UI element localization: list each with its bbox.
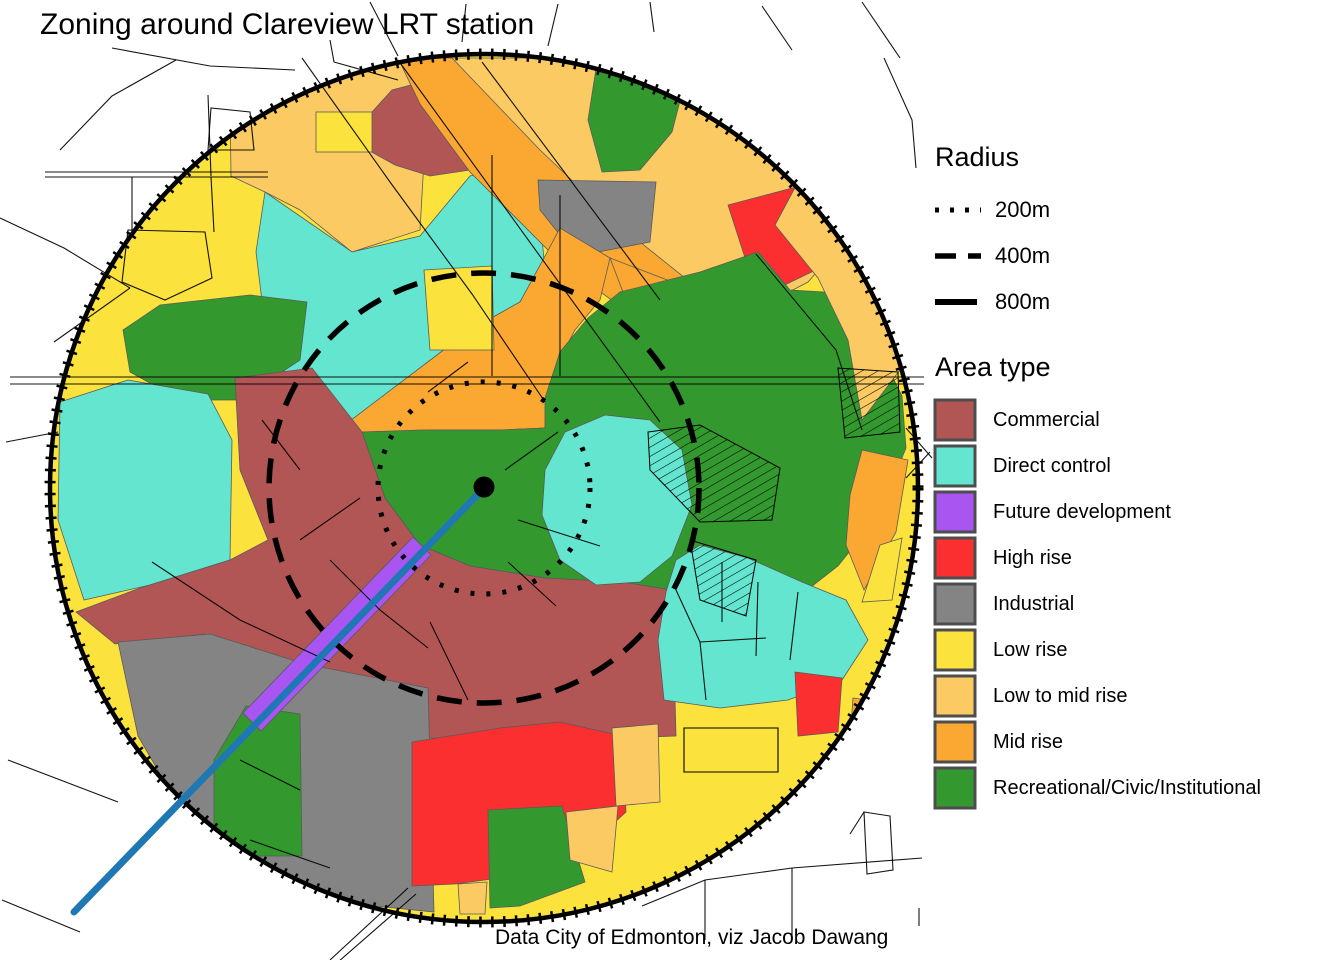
legend-item-low-rise: Low rise: [933, 627, 1343, 673]
radius-label: 200m: [995, 197, 1051, 222]
radius-ring-400m: [266, 270, 702, 706]
parcel-outline: [315, 111, 373, 153]
color-swatch: [933, 398, 977, 442]
zone-polygon: [457, 881, 488, 915]
color-swatch: [933, 720, 977, 764]
radius-legend-item-200m: 200m: [933, 187, 1333, 233]
zone-polygon: [611, 723, 661, 807]
zone-polygon: [423, 265, 495, 351]
dashed-line-icon: [935, 253, 981, 259]
legend-label: Future development: [993, 500, 1171, 523]
legend-label: Low to mid rise: [993, 684, 1128, 707]
legend-label: High rise: [993, 546, 1072, 569]
color-swatch: [933, 766, 977, 810]
color-swatch: [933, 674, 977, 718]
radius-legend-item-400m: 400m: [933, 233, 1333, 279]
zone-polygon: [57, 379, 233, 601]
solid-line-icon: [935, 299, 977, 305]
color-swatch: [933, 536, 977, 580]
radius-legend-item-800m: 800m: [933, 279, 1333, 325]
hatched-area: [689, 539, 757, 617]
lrt-line: [70, 484, 488, 916]
radius-label: 400m: [995, 243, 1051, 268]
legend-label: Industrial: [993, 592, 1075, 615]
page-title: Zoning around Clareview LRT station: [40, 8, 535, 41]
radius-label: 800m: [995, 289, 1051, 314]
legend-label: Low rise: [993, 638, 1068, 661]
zone-polygon: [122, 294, 308, 401]
legend-item-future-development: Future development: [933, 489, 1343, 535]
hatched-area: [837, 367, 901, 439]
data-source-caption: Data City of Edmonton, viz Jacob Dawang: [495, 926, 889, 949]
legend-label: Recreational/Civic/Institutional: [993, 776, 1261, 799]
legend-item-high-rise: High rise: [933, 535, 1343, 581]
zone-polygon: [794, 671, 843, 737]
legend-item-low-to-mid-rise: Low to mid rise: [933, 673, 1343, 719]
area-type-legend: Area type Commercial Direct control Futu…: [933, 352, 1343, 811]
parcel-outline: [683, 727, 779, 773]
radius-rings: [44, 48, 924, 928]
radius-ring-200m: [375, 379, 593, 597]
legend-label: Direct control: [993, 454, 1111, 477]
color-swatch: [933, 582, 977, 626]
color-swatch: [933, 444, 977, 488]
hatched-area: [647, 424, 781, 523]
road-network: [0, 1, 933, 960]
radius-legend-title: Radius: [935, 142, 1020, 172]
color-swatch: [933, 490, 977, 534]
zone-polygon: [487, 805, 586, 909]
zone-polygon: [565, 805, 619, 873]
legend-item-recreational: Recreational/Civic/Institutional: [933, 765, 1343, 811]
legend-item-direct-control: Direct control: [933, 443, 1343, 489]
zone-polygon: [845, 449, 909, 591]
area-type-legend-title: Area type: [935, 352, 1051, 382]
legend-label: Commercial: [993, 408, 1100, 431]
zone-polygon: [861, 537, 903, 603]
legend-item-industrial: Industrial: [933, 581, 1343, 627]
legend-item-commercial: Commercial: [933, 397, 1343, 443]
legend-item-mid-rise: Mid rise: [933, 719, 1343, 765]
radius-legend: Radius 200m 400m 800m: [933, 142, 1333, 325]
radius-ring-800m-ticks: [44, 48, 924, 928]
station-dot: [473, 476, 495, 498]
dotted-line-icon: [935, 207, 981, 213]
legend-label: Mid rise: [993, 730, 1064, 753]
color-swatch: [933, 628, 977, 672]
